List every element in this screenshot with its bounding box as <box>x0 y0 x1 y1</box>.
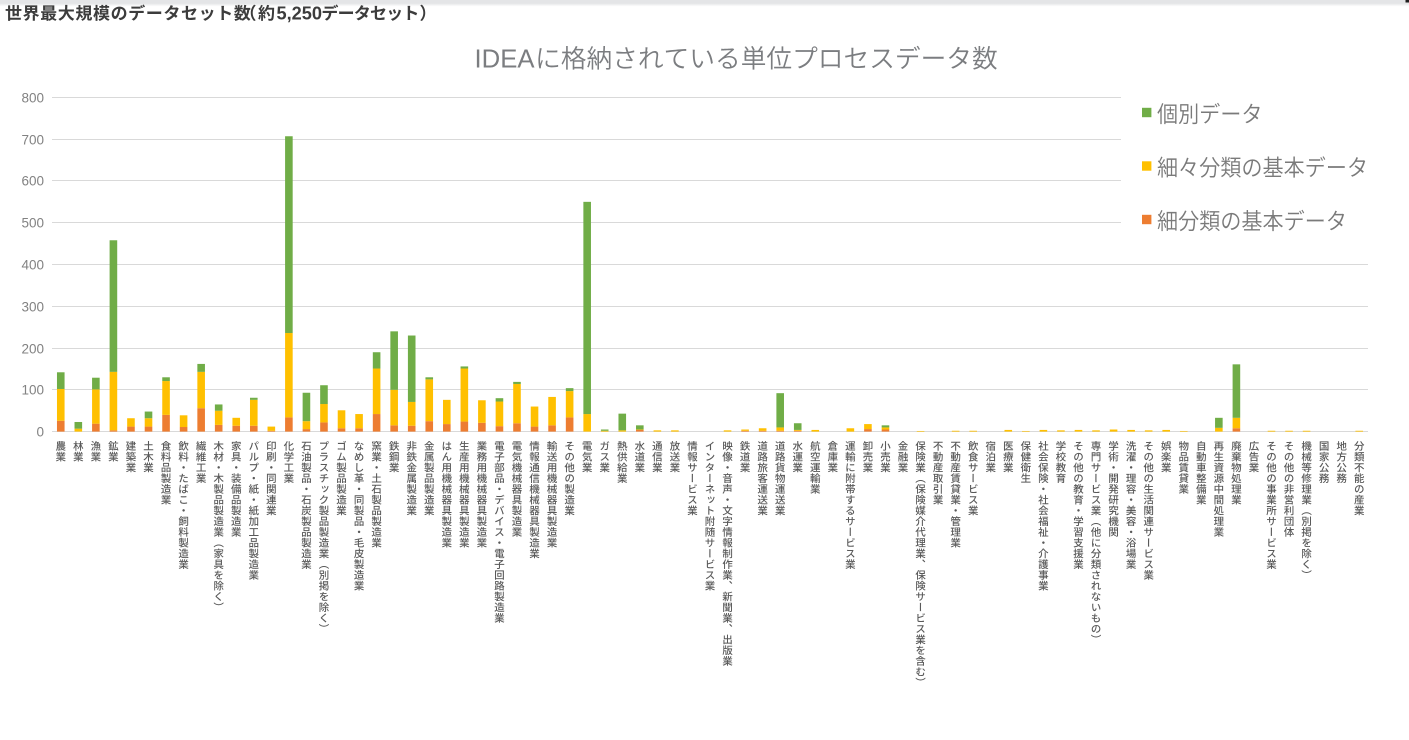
svg-text:500: 500 <box>21 215 44 230</box>
svg-text:0: 0 <box>36 424 44 439</box>
svg-text:100: 100 <box>21 382 44 397</box>
svg-text:IDEA: IDEA <box>475 46 536 74</box>
svg-text:700: 700 <box>21 132 44 147</box>
svg-text:5,250: 5,250 <box>277 3 323 23</box>
svg-text:600: 600 <box>21 173 44 188</box>
svg-text:800: 800 <box>21 90 44 105</box>
svg-text:200: 200 <box>21 341 44 356</box>
svg-text:400: 400 <box>21 257 44 272</box>
svg-text:300: 300 <box>21 299 44 314</box>
